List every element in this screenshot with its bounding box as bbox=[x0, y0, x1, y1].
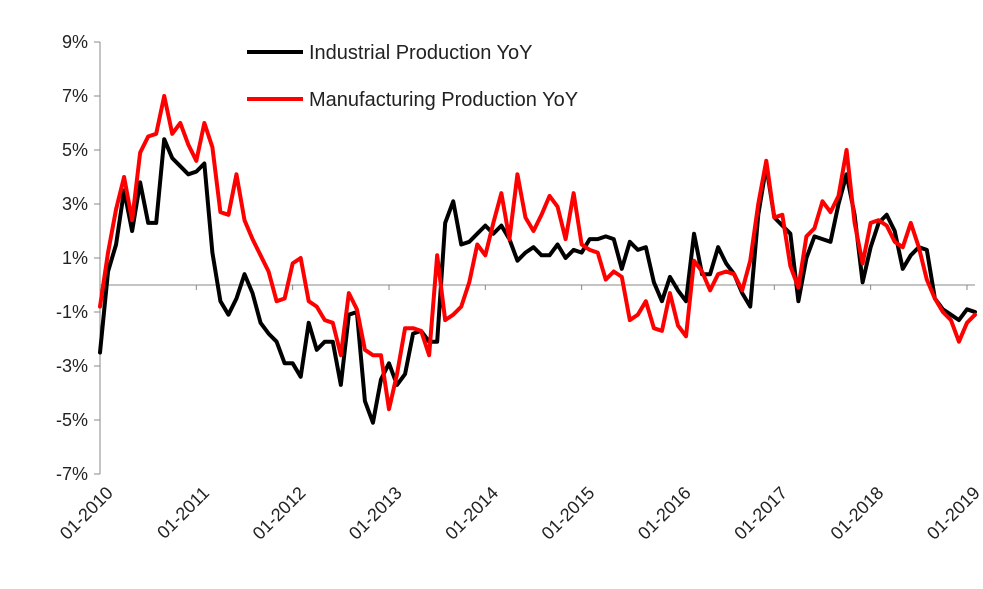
x-tick-label: 01-2013 bbox=[345, 483, 406, 544]
legend-label: Manufacturing Production YoY bbox=[309, 89, 578, 111]
x-tick-label: 01-2012 bbox=[249, 483, 310, 544]
y-tick-label: 1% bbox=[62, 248, 88, 268]
y-tick-label: -3% bbox=[56, 356, 88, 376]
y-axis: 9% 7% 5% 3% 1% -1% -3% -5% -7% bbox=[56, 32, 100, 484]
series-layer bbox=[98, 94, 977, 425]
y-tick-label: 9% bbox=[62, 32, 88, 52]
y-tick-label: -7% bbox=[56, 464, 88, 484]
x-tick-label: 01-2017 bbox=[730, 483, 791, 544]
y-tick-label: 5% bbox=[62, 140, 88, 160]
x-tick-label: 01-2016 bbox=[634, 483, 695, 544]
y-tick-label: -5% bbox=[56, 410, 88, 430]
x-tick-label: 01-2018 bbox=[827, 483, 888, 544]
x-tick-label: 01-2010 bbox=[56, 483, 117, 544]
legend-label: Industrial Production YoY bbox=[309, 42, 533, 64]
y-tick-label: 3% bbox=[62, 194, 88, 214]
y-tick-label: 7% bbox=[62, 86, 88, 106]
industrial-production-line bbox=[98, 137, 977, 425]
x-tick-label: 01-2011 bbox=[153, 483, 213, 543]
x-axis: 01-2010 01-2011 01-2012 01-2013 01-2014 01-20… bbox=[56, 285, 983, 544]
y-tick-label: -1% bbox=[56, 302, 88, 322]
x-tick-label: 01-2014 bbox=[441, 483, 502, 544]
x-tick-label: 01-2015 bbox=[538, 483, 599, 544]
x-tick-label: 01-2019 bbox=[923, 483, 983, 544]
manufacturing-production-line bbox=[98, 94, 977, 412]
legend: Industrial Production YoY Manufacturing P… bbox=[247, 42, 578, 111]
